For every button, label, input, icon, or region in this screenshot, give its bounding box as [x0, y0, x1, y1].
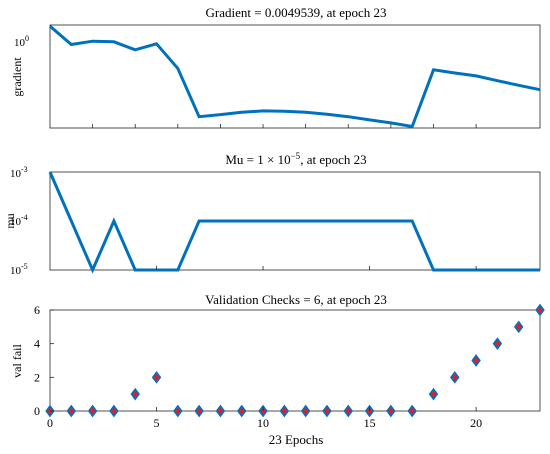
mu-panel: Mu = 1 × 10−5, at epoch 23 10-3 10-4 10-… — [3, 151, 541, 277]
validation-point-epoch-16 — [386, 404, 396, 418]
validation-point-epoch-13 — [322, 404, 332, 418]
gradient-x-ticks — [92, 124, 477, 128]
mu-ytick-label-1e-4: 10-4 — [10, 213, 28, 228]
validation-x-ticks: 0 5 10 15 20 — [47, 407, 482, 430]
validation-ytick-label-6: 6 — [34, 303, 40, 317]
gradient-title: Gradient = 0.0049539, at epoch 23 — [206, 5, 387, 20]
validation-point-epoch-23 — [535, 303, 545, 317]
validation-xtick-label-15: 15 — [364, 416, 376, 430]
validation-xtick-label-0: 0 — [47, 416, 53, 430]
validation-point-epoch-2 — [87, 404, 98, 418]
gradient-axes-box — [49, 24, 541, 129]
gradient-plot — [49, 25, 541, 129]
mu-title: Mu = 1 × 10−5, at epoch 23 — [225, 151, 366, 167]
validation-point-epoch-5 — [151, 371, 162, 384]
validation-ytick-label-4: 4 — [34, 337, 40, 351]
validation-point-epoch-19 — [450, 371, 460, 384]
validation-point-epoch-14 — [343, 404, 354, 418]
validation-point-epoch-11 — [279, 404, 290, 418]
validation-xtick-label-20: 20 — [470, 416, 482, 430]
validation-xlabel: 23 Epochs — [269, 432, 324, 447]
validation-panel: Validation Checks = 6, at epoch 23 0 5 10 1… — [10, 292, 545, 447]
validation-point-epoch-21 — [492, 337, 503, 350]
mu-series-line — [48, 171, 540, 274]
validation-ytick-label-0: 0 — [34, 404, 40, 418]
mu-ylabel: mu — [3, 213, 17, 228]
validation-point-epoch-22 — [513, 320, 524, 334]
gradient-ylabel: gradient — [10, 57, 24, 97]
validation-xtick-label-10: 10 — [257, 416, 269, 430]
gradient-series-line — [49, 25, 541, 129]
gradient-ytick-label-1: 100 — [14, 34, 29, 49]
mu-axes-box — [49, 171, 541, 271]
validation-point-epoch-3 — [109, 404, 119, 418]
validation-point-epoch-20 — [471, 354, 481, 367]
validation-point-epoch-4 — [130, 387, 140, 401]
validation-title: Validation Checks = 6, at epoch 23 — [205, 292, 387, 307]
validation-point-epoch-8 — [215, 404, 226, 418]
validation-axes-box — [49, 309, 541, 412]
gradient-panel: Gradient = 0.0049539, at epoch 23 100 gr… — [10, 5, 541, 129]
mu-ytick-label-1e-5: 10-5 — [10, 262, 28, 277]
validation-y-ticks: 0 2 4 6 — [34, 303, 54, 418]
validation-point-epoch-7 — [194, 404, 204, 418]
validation-ytick-label-2: 2 — [34, 370, 40, 384]
validation-ylabel: val fail — [10, 344, 24, 378]
validation-point-epoch-1 — [66, 404, 77, 418]
mu-plot — [48, 171, 540, 274]
mu-ytick-label-1e-3: 10-3 — [10, 165, 28, 180]
validation-xtick-label-5: 5 — [154, 416, 160, 430]
validation-point-epoch-9 — [236, 404, 247, 418]
validation-point-epoch-17 — [407, 404, 417, 418]
validation-plot — [45, 303, 545, 418]
validation-point-epoch-12 — [300, 404, 311, 418]
validation-point-epoch-18 — [428, 387, 439, 401]
mu-x-ticks — [156, 266, 477, 270]
validation-point-epoch-6 — [173, 404, 183, 418]
